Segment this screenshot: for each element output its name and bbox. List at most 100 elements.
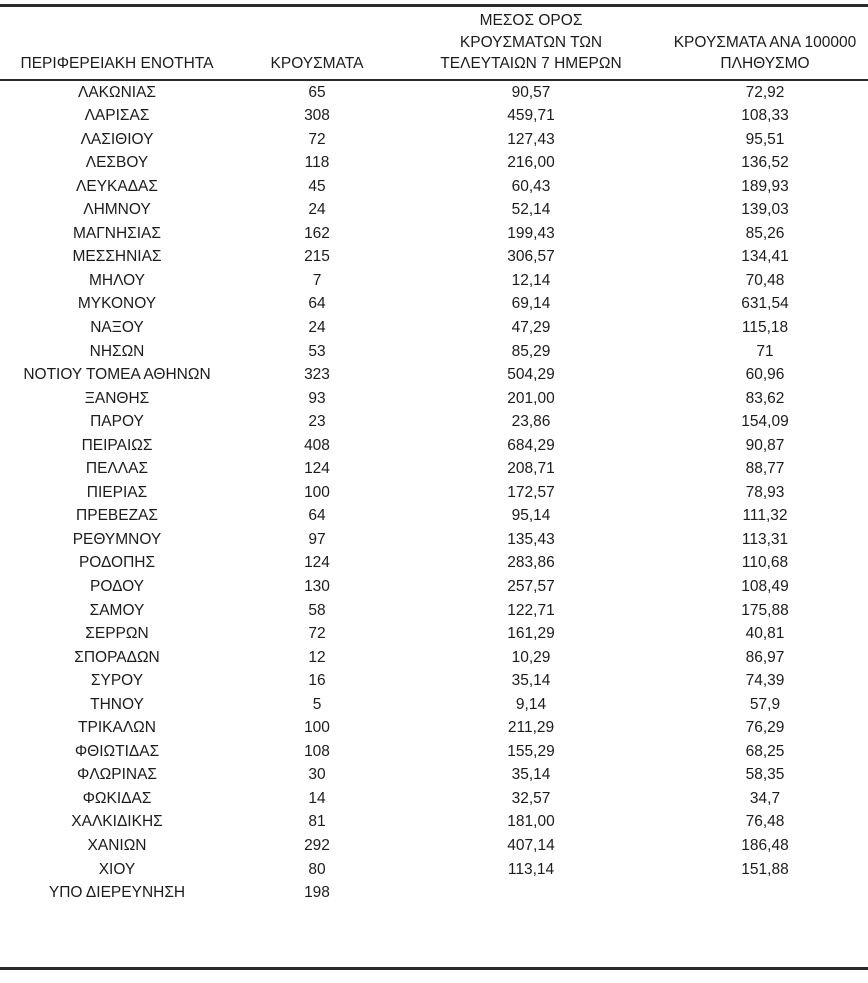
per100k-cell: 86,97 [745, 648, 785, 666]
table-bottom-rule [0, 966, 868, 970]
cases-cell: 97 [308, 530, 326, 548]
table-row: ΡΟΔΟΠΗΣ 124 283,86 110,68 [0, 551, 868, 575]
region-cell: ΤΡΙΚΑΛΩΝ [78, 719, 156, 737]
table-row: ΠΡΕΒΕΖΑΣ 64 95,14 111,32 [0, 504, 868, 528]
table-row: ΡΟΔΟΥ 130 257,57 108,49 [0, 575, 868, 599]
avg7-cell: 85,29 [511, 342, 551, 360]
cases-cell: 58 [308, 601, 326, 619]
avg7-cell: 47,29 [511, 318, 551, 336]
cases-cell: 80 [308, 860, 326, 878]
table-row: ΜΗΛΟΥ 7 12,14 70,48 [0, 269, 868, 293]
per100k-cell: 57,9 [749, 695, 781, 713]
region-cell: ΧΑΛΚΙΔΙΚΗΣ [71, 813, 163, 831]
region-cell: ΣΕΡΡΩΝ [85, 625, 149, 643]
per100k-cell: 95,51 [745, 130, 785, 148]
cases-cell: 108 [304, 742, 330, 760]
column-header-7day-average-line2: ΚΡΟΥΣΜΑΤΩΝ ΤΩΝ [459, 33, 603, 51]
avg7-cell: 504,29 [507, 366, 555, 384]
cases-cell: 130 [304, 577, 330, 595]
avg7-cell: 306,57 [507, 248, 555, 266]
cases-cell: 72 [308, 130, 326, 148]
table-row: ΠΑΡΟΥ 23 23,86 154,09 [0, 410, 868, 434]
per100k-cell: 76,48 [745, 813, 785, 831]
per100k-cell: 186,48 [741, 837, 789, 854]
per100k-cell: 189,93 [741, 177, 789, 195]
region-cell: ΧΑΝΙΩΝ [87, 837, 147, 854]
table-row: ΡΕΘΥΜΝΟΥ 97 135,43 113,31 [0, 528, 868, 552]
table-row: ΦΘΙΩΤΙΔΑΣ 108 155,29 68,25 [0, 740, 868, 764]
per100k-cell: 74,39 [745, 672, 785, 690]
region-cell: ΜΑΓΝΗΣΙΑΣ [73, 224, 161, 242]
avg7-cell: 35,14 [511, 766, 551, 784]
per100k-cell: 136,52 [741, 154, 789, 172]
column-header-regional-unit-label: ΠΕΡΙΦΕΡΕΙΑΚΗ ΕΝΟΤΗΤΑ [20, 55, 214, 72]
cases-cell: 124 [304, 460, 330, 478]
table-row: ΧΑΛΚΙΔΙΚΗΣ 81 181,00 76,48 [0, 810, 868, 834]
per100k-cell: 108,49 [741, 577, 789, 595]
avg7-cell: 122,71 [507, 601, 555, 619]
region-cell: ΛΕΥΚΑΔΑΣ [76, 177, 158, 195]
per100k-cell: 113,31 [741, 530, 789, 548]
cases-cell: 24 [308, 201, 326, 219]
table-row: ΣΑΜΟΥ 58 122,71 175,88 [0, 599, 868, 623]
column-header-7day-average-line1: ΜΕΣΟΣ ΟΡΟΣ [479, 12, 583, 29]
per100k-cell: 134,41 [741, 248, 789, 266]
per100k-cell [662, 881, 868, 905]
table-row: ΣΥΡΟΥ 16 35,14 74,39 [0, 669, 868, 693]
column-header-7day-average: ΜΕΣΟΣ ΟΡΟΣ ΚΡΟΥΣΜΑΤΩΝ ΤΩΝ ΤΕΛΕΥΤΑΙΩΝ 7 Η… [400, 7, 662, 81]
avg7-cell: 113,14 [507, 860, 555, 878]
avg7-cell: 211,29 [507, 719, 555, 737]
region-cell: ΜΕΣΣΗΝΙΑΣ [72, 248, 162, 266]
cases-cell: 198 [304, 884, 330, 902]
avg7-cell: 52,14 [511, 201, 551, 219]
cases-cell: 100 [304, 719, 330, 737]
avg7-cell: 95,14 [511, 507, 551, 525]
avg7-cell: 459,71 [507, 107, 555, 125]
region-cell: ΠΕΛΛΑΣ [85, 460, 149, 478]
per100k-cell: 90,87 [745, 436, 785, 454]
avg7-cell: 127,43 [507, 130, 555, 148]
cases-cell: 100 [304, 483, 330, 501]
cases-cell: 53 [308, 342, 326, 360]
per100k-cell: 154,09 [741, 413, 789, 431]
avg7-cell: 257,57 [507, 577, 555, 595]
table-row: ΧΙΟΥ 80 113,14 151,88 [0, 858, 868, 882]
cases-cell: 308 [304, 107, 330, 125]
avg7-cell: 407,14 [507, 837, 555, 854]
region-cell: ΡΟΔΟΠΗΣ [78, 554, 156, 572]
table-row: ΠΕΙΡΑΙΩΣ 408 684,29 90,87 [0, 434, 868, 458]
column-header-regional-unit: ΠΕΡΙΦΕΡΕΙΑΚΗ ΕΝΟΤΗΤΑ [0, 7, 234, 81]
table-row: ΠΙΕΡΙΑΣ 100 172,57 78,93 [0, 481, 868, 505]
avg7-cell: 32,57 [511, 789, 551, 807]
table-row: ΣΕΡΡΩΝ 72 161,29 40,81 [0, 622, 868, 646]
cases-cell: 81 [308, 813, 326, 831]
cases-cell: 30 [308, 766, 326, 784]
per100k-cell: 34,7 [749, 789, 781, 807]
column-header-cases-per-100000-line1: ΚΡΟΥΣΜΑΤΑ ΑΝΑ 100000 [673, 33, 857, 51]
region-cell: ΦΛΩΡΙΝΑΣ [76, 766, 158, 784]
per100k-cell: 72,92 [745, 83, 785, 101]
table-row: ΣΠΟΡΑΔΩΝ 12 10,29 86,97 [0, 646, 868, 670]
table-row: ΛΕΣΒΟΥ 118 216,00 136,52 [0, 151, 868, 175]
region-cell: ΛΑΣΙΘΙΟΥ [80, 130, 154, 148]
avg7-cell: 161,29 [507, 625, 555, 643]
avg7-cell: 12,14 [511, 271, 551, 289]
region-cell: ΠΕΙΡΑΙΩΣ [81, 436, 153, 454]
cases-by-regional-unit-table: ΠΕΡΙΦΕΡΕΙΑΚΗ ΕΝΟΤΗΤΑ ΚΡΟΥΣΜΑΤΑ ΜΕΣΟΣ ΟΡΟ… [0, 7, 868, 905]
region-cell: ΠΙΕΡΙΑΣ [86, 483, 148, 501]
region-cell: ΞΑΝΘΗΣ [84, 389, 150, 407]
region-cell: ΜΥΚΟΝΟΥ [77, 295, 157, 313]
table-row: ΛΕΥΚΑΔΑΣ 45 60,43 189,93 [0, 175, 868, 199]
cases-cell: 215 [304, 248, 330, 266]
per100k-cell: 88,77 [745, 460, 785, 478]
avg7-cell: 135,43 [507, 530, 555, 548]
avg7-cell: 10,29 [511, 648, 551, 666]
per100k-cell: 108,33 [741, 107, 789, 125]
cases-cell: 16 [308, 672, 326, 690]
table-row: ΧΑΝΙΩΝ 292 407,14 186,48 [0, 834, 868, 858]
table-row: ΤΗΝΟΥ 5 9,14 57,9 [0, 693, 868, 717]
region-cell: ΛΑΡΙΣΑΣ [84, 107, 150, 125]
cases-cell: 292 [304, 837, 330, 854]
table-row: ΦΩΚΙΔΑΣ 14 32,57 34,7 [0, 787, 868, 811]
